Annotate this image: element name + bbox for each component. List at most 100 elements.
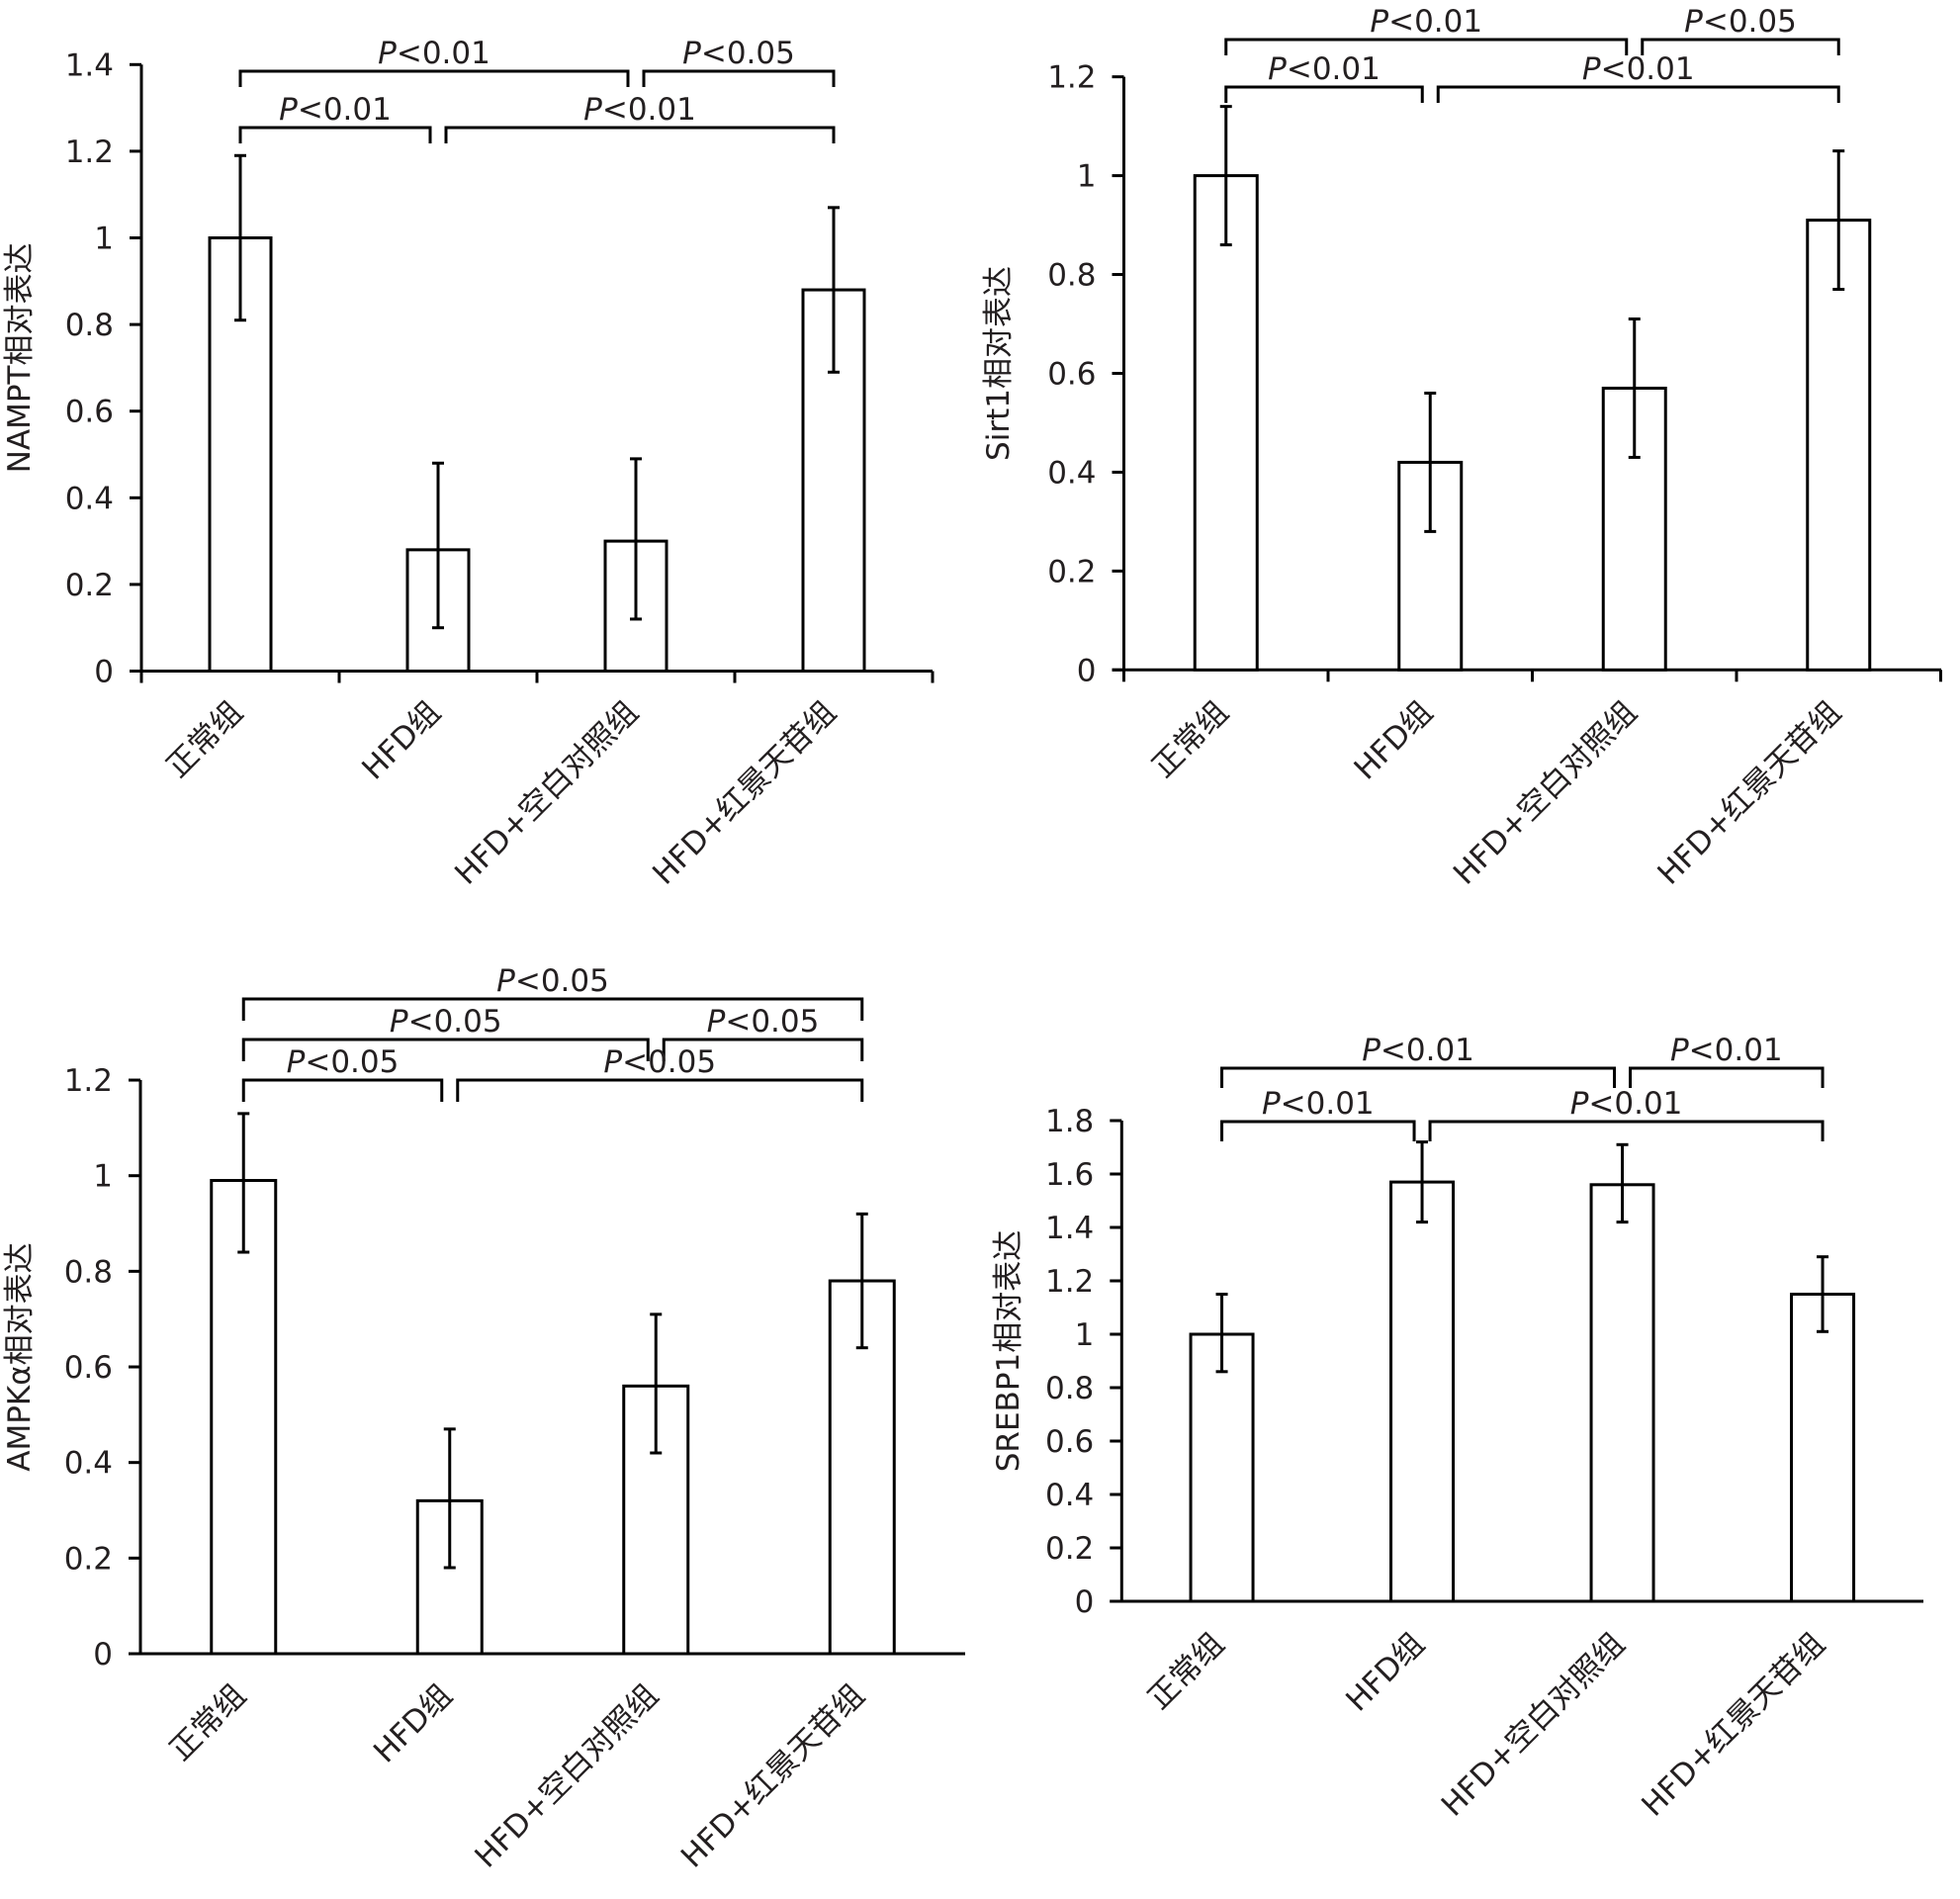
p-symbol: P: [603, 1044, 622, 1080]
p-threshold: <0.05: [408, 1004, 502, 1040]
y-tick-label: 0.4: [65, 481, 114, 516]
category-label: HFD组: [355, 694, 447, 786]
significance-bracket: [238, 126, 432, 143]
category-label: HFD组: [1339, 1626, 1431, 1718]
significance-label: P<0.01: [1370, 4, 1482, 40]
y-tick-label: 1: [94, 222, 114, 257]
y-axis-title: AMPKα相对表达: [2, 1242, 38, 1471]
significance-bracket: [662, 1038, 864, 1061]
y-tick-label: 1: [93, 1159, 113, 1195]
bar-4: [1790, 1293, 1856, 1603]
significance-label: P<0.01: [583, 92, 696, 128]
bar-1: [1193, 174, 1259, 672]
p-symbol: P: [1262, 1086, 1281, 1122]
significance-bracket: [238, 69, 630, 87]
y-tick-label: 0.6: [1045, 1424, 1094, 1460]
p-threshold: <0.05: [305, 1044, 399, 1080]
significance-label: P<0.01: [1670, 1033, 1783, 1068]
y-tick-label: 1.4: [1045, 1211, 1094, 1246]
p-symbol: P: [390, 1004, 408, 1040]
significance-label: P<0.01: [378, 36, 490, 71]
y-tick-label: 0.2: [64, 1541, 113, 1577]
p-symbol: P: [682, 36, 701, 71]
significance-bracket: [1220, 1066, 1617, 1088]
y-tick-label: 0.8: [1047, 258, 1096, 294]
bar-2: [1389, 1180, 1456, 1603]
significance-bracket: [1428, 1120, 1825, 1141]
y-tick-label: 0.2: [1045, 1531, 1094, 1567]
significance-bracket: [241, 1038, 650, 1061]
y-tick-label: 0.6: [1047, 356, 1096, 392]
p-threshold: <0.01: [1388, 4, 1482, 40]
y-tick-label: 0.4: [1047, 455, 1096, 491]
significance-bracket: [241, 997, 864, 1021]
y-axis-title: NAMPT相对表达: [2, 243, 38, 474]
significance-label: P<0.05: [390, 1004, 502, 1040]
significance-bracket: [1629, 1066, 1825, 1088]
y-tick-label: 0.8: [64, 1254, 113, 1290]
significance-label: P<0.01: [1570, 1086, 1683, 1122]
p-symbol: P: [1268, 51, 1287, 87]
category-label: HFD+空白对照组: [448, 694, 645, 891]
p-symbol: P: [1570, 1086, 1589, 1122]
p-symbol: P: [496, 963, 515, 999]
significance-label: P<0.05: [1684, 4, 1797, 40]
y-tick-label: 1: [1077, 159, 1097, 195]
p-threshold: <0.01: [602, 92, 696, 128]
y-tick-label: 0.4: [1045, 1478, 1094, 1513]
significance-label: P<0.05: [682, 36, 795, 71]
significance-bracket: [456, 1078, 864, 1102]
p-threshold: <0.01: [1601, 51, 1695, 87]
y-tick-label: 0.6: [64, 1350, 113, 1386]
significance-label: P<0.05: [707, 1004, 820, 1040]
p-symbol: P: [287, 1044, 306, 1080]
significance-bracket: [241, 1078, 444, 1102]
p-symbol: P: [1370, 4, 1388, 40]
significance-bracket: [444, 126, 836, 143]
category-label: HFD组: [1348, 694, 1440, 786]
p-symbol: P: [1362, 1033, 1381, 1068]
category-label: HFD+红景天苷组: [646, 694, 843, 891]
y-tick-label: 1: [1075, 1317, 1095, 1353]
category-label: HFD组: [367, 1677, 459, 1769]
significance-label: P<0.05: [496, 963, 609, 999]
p-threshold: <0.05: [515, 963, 609, 999]
y-tick-label: 1.8: [1045, 1104, 1094, 1139]
category-label: HFD+空白对照组: [1435, 1626, 1632, 1823]
y-tick-label: 1.4: [65, 47, 114, 83]
p-threshold: <0.01: [1588, 1086, 1682, 1122]
y-tick-label: 1.2: [1047, 60, 1096, 96]
bar-4: [1806, 219, 1872, 672]
significance-label: P<0.01: [279, 92, 392, 128]
p-symbol: P: [1670, 1033, 1689, 1068]
p-threshold: <0.01: [1381, 1033, 1474, 1068]
y-axis-title: Sirt1相对表达: [981, 266, 1017, 461]
significance-bracket: [1641, 38, 1840, 55]
category-label: 正常组: [1145, 694, 1235, 784]
p-symbol: P: [1684, 4, 1703, 40]
y-tick-label: 0.2: [65, 568, 114, 603]
category-label: HFD+红景天苷组: [674, 1677, 871, 1874]
p-symbol: P: [707, 1004, 726, 1040]
p-threshold: <0.01: [1287, 51, 1381, 87]
y-tick-label: 0: [93, 1637, 113, 1673]
significance-bracket: [642, 69, 836, 87]
y-tick-label: 0.4: [64, 1446, 113, 1482]
significance-label: P<0.05: [603, 1044, 716, 1080]
y-tick-label: 1.2: [64, 1063, 113, 1099]
significance-bracket: [1224, 38, 1629, 55]
y-tick-label: 1.2: [65, 135, 114, 170]
significance-bracket: [1224, 85, 1424, 103]
significance-label: P<0.01: [1582, 51, 1695, 87]
p-symbol: P: [378, 36, 397, 71]
p-symbol: P: [1582, 51, 1601, 87]
category-label: HFD+空白对照组: [1447, 694, 1644, 891]
significance-label: P<0.01: [1262, 1086, 1375, 1122]
significance-bracket: [1220, 1120, 1416, 1141]
category-label: 正常组: [1141, 1626, 1231, 1716]
category-label: HFD+红景天苷组: [1651, 694, 1848, 891]
